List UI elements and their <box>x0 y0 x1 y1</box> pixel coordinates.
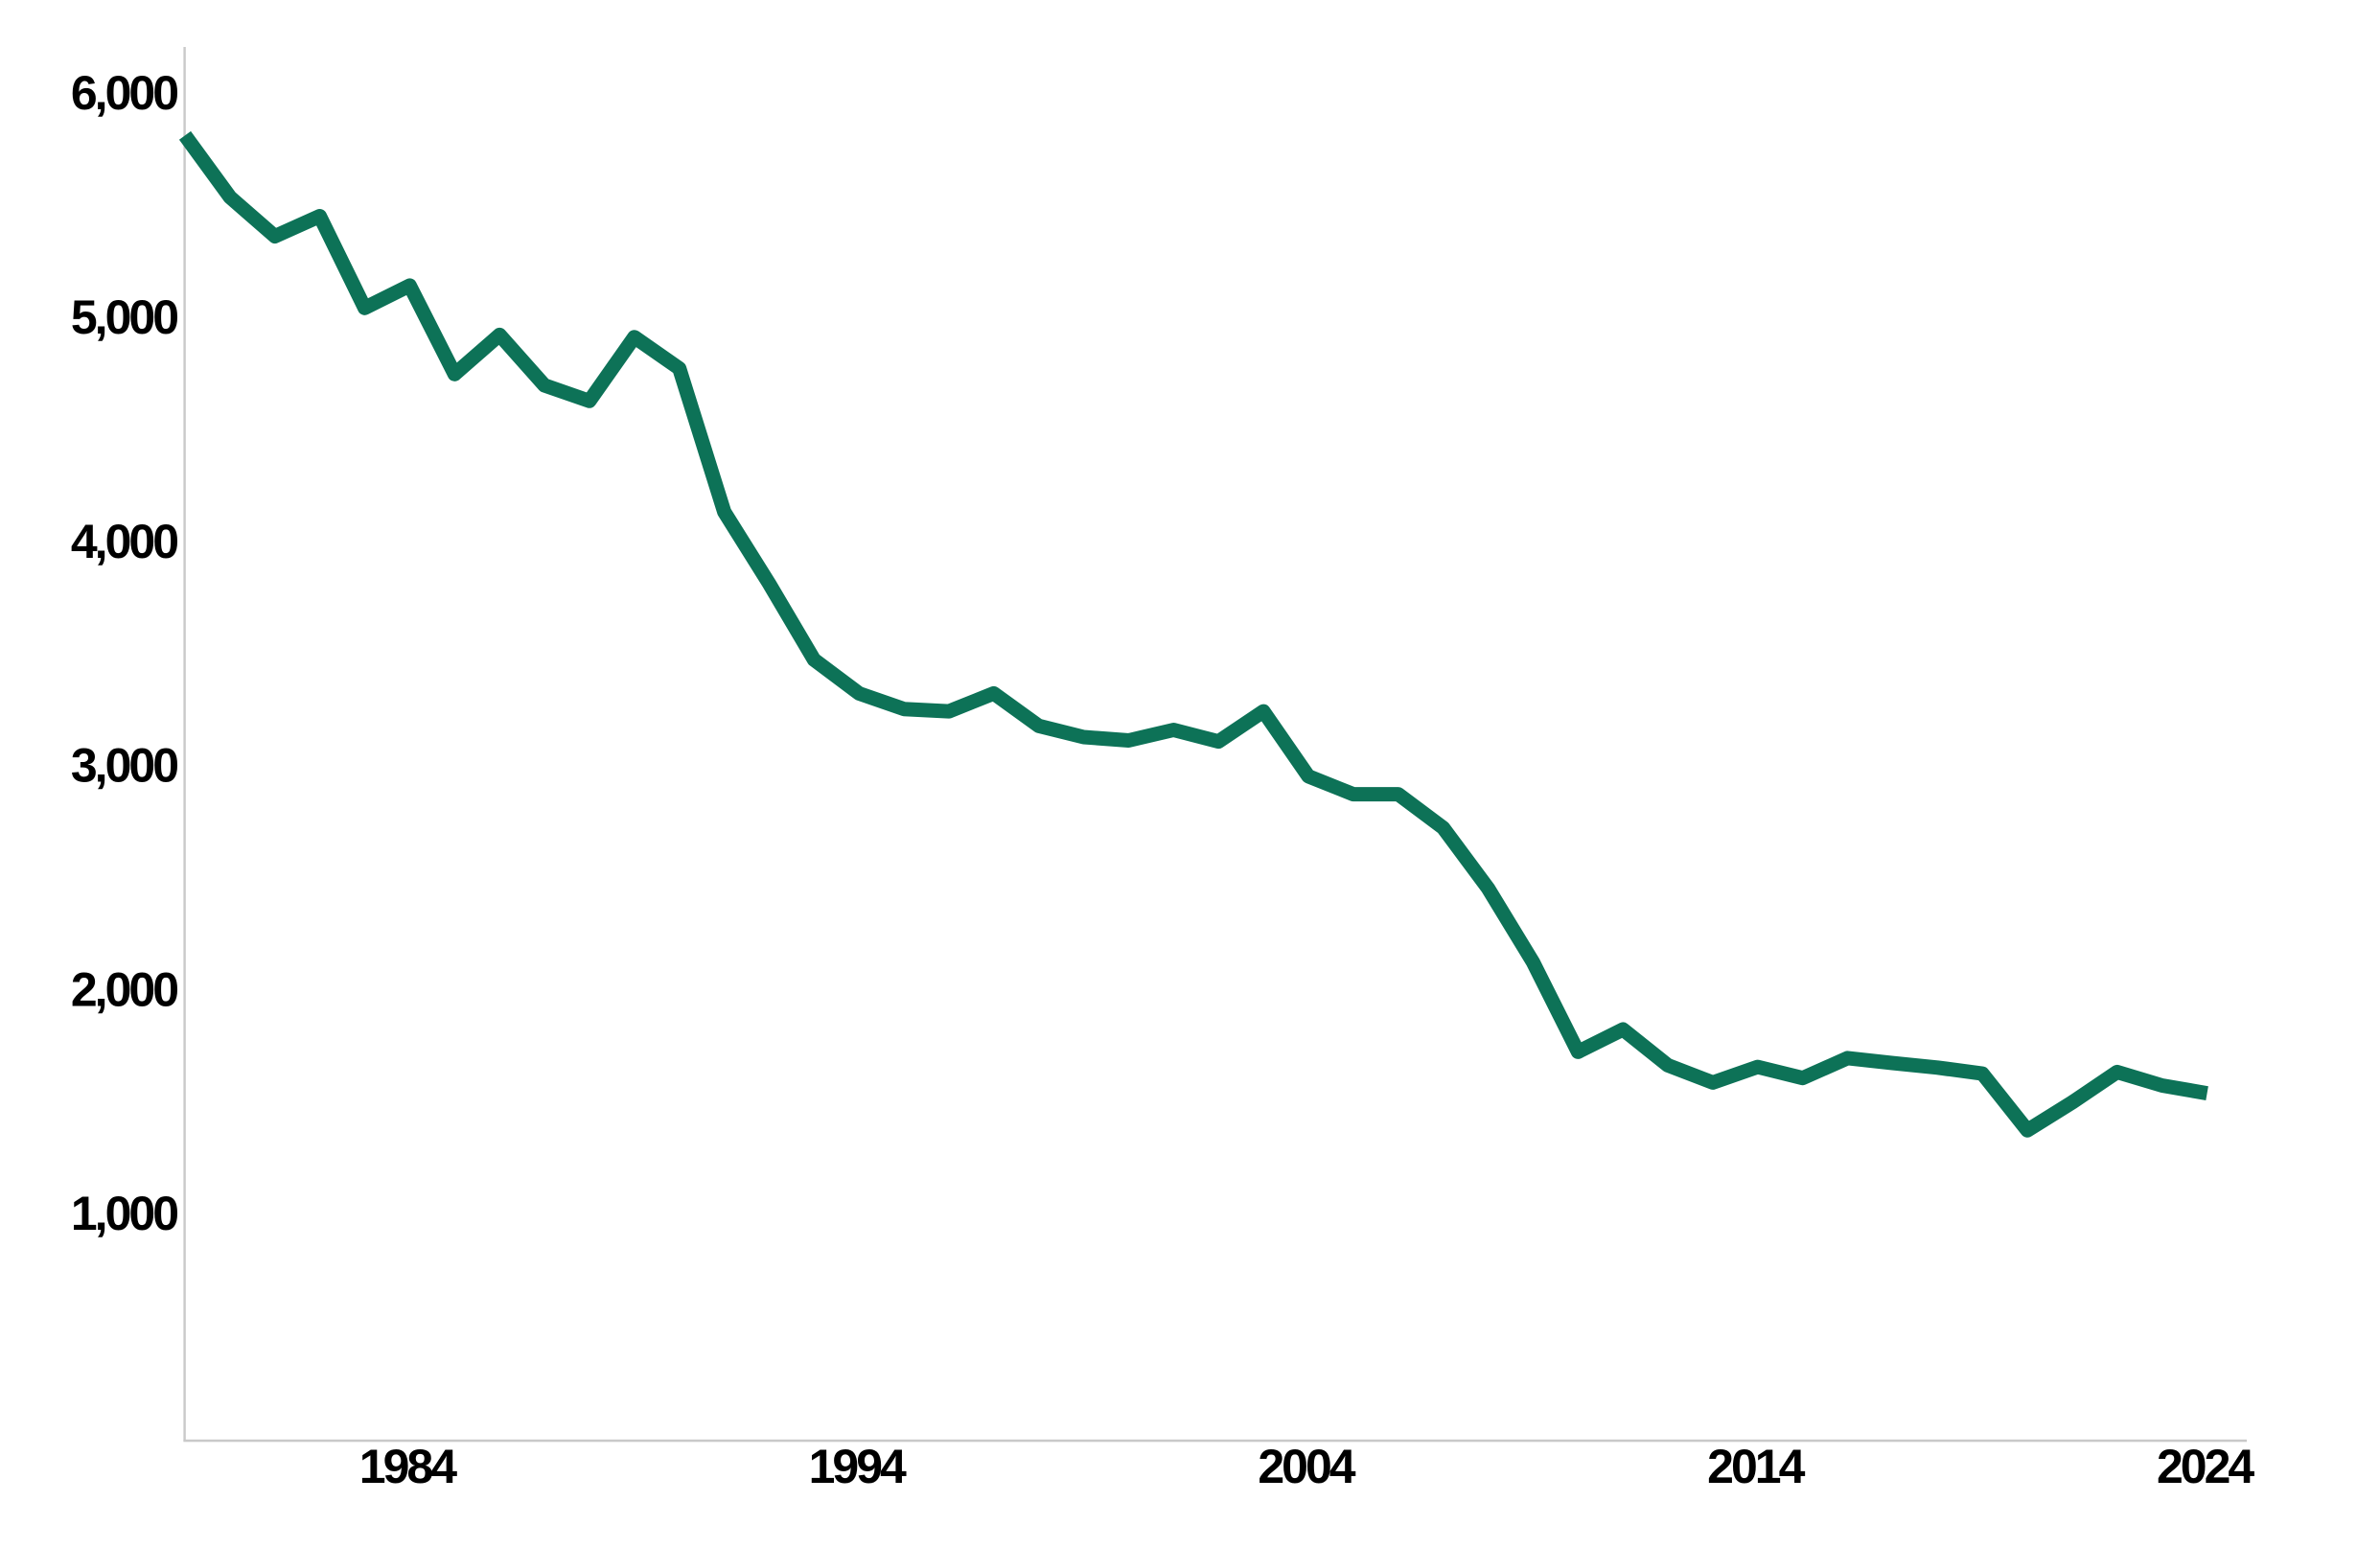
svg-text:2014: 2014 <box>1707 1440 1805 1493</box>
svg-text:3,000: 3,000 <box>71 739 177 793</box>
svg-text:1,000: 1,000 <box>71 1187 177 1240</box>
svg-text:1984: 1984 <box>359 1440 457 1493</box>
svg-text:2004: 2004 <box>1258 1440 1355 1493</box>
svg-text:4,000: 4,000 <box>71 515 177 568</box>
svg-text:1994: 1994 <box>809 1440 907 1493</box>
svg-text:5,000: 5,000 <box>71 290 177 344</box>
svg-text:2,000: 2,000 <box>71 962 177 1016</box>
svg-text:2024: 2024 <box>2157 1440 2254 1493</box>
svg-text:6,000: 6,000 <box>71 66 177 120</box>
